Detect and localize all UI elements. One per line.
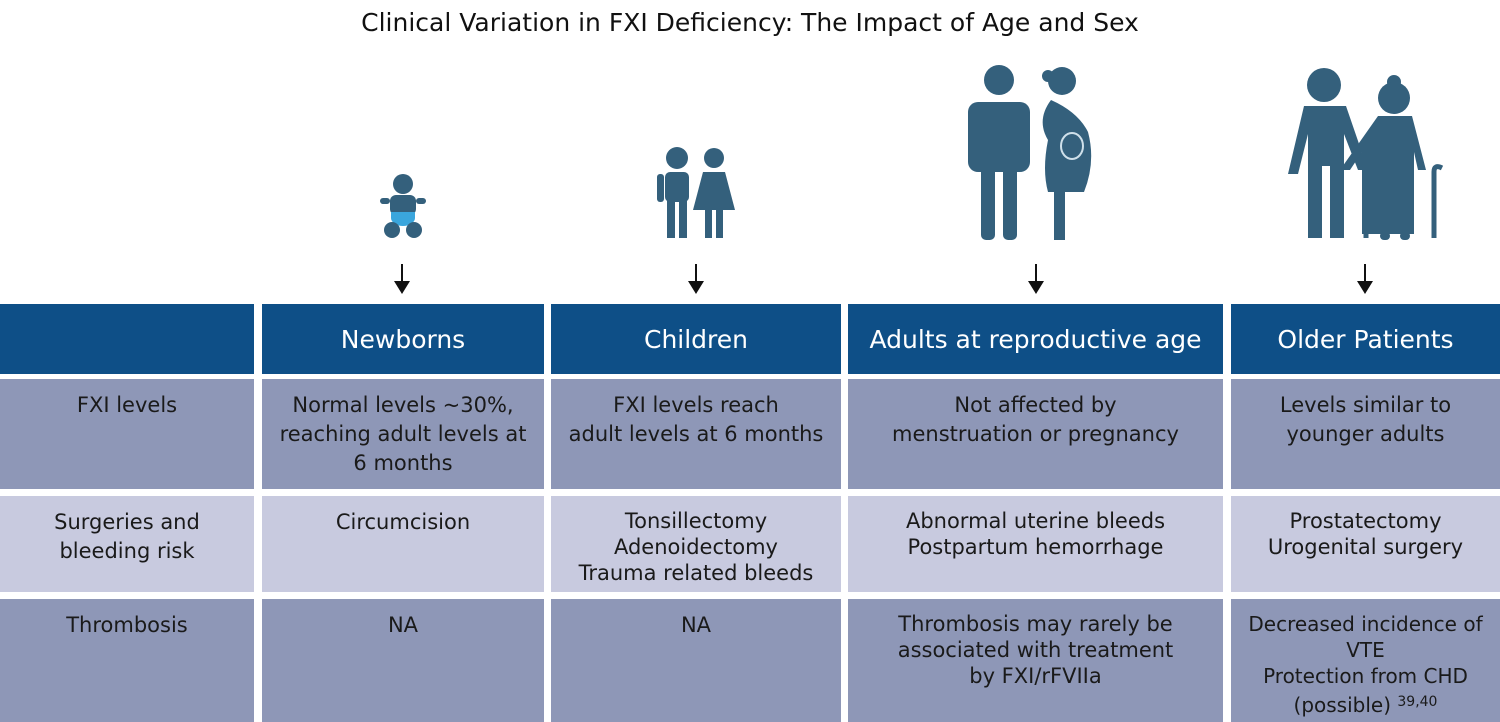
row-label-fxi-levels: FXI levels xyxy=(0,379,254,489)
children-icon xyxy=(657,147,735,238)
row-label-line: bleeding risk xyxy=(59,539,195,563)
arrow-down-icon xyxy=(1357,264,1373,294)
adult-man-pregnant-woman-icon xyxy=(968,65,1092,240)
cell-thrombosis-adults: Thrombosis may rarely be associated with… xyxy=(848,599,1223,722)
cell-line: NA xyxy=(680,613,712,637)
row-label-thrombosis: Thrombosis xyxy=(0,599,254,722)
row-label-line: Surgeries and xyxy=(54,510,200,534)
cell-fxi-adults: Not affected by menstruation or pregnanc… xyxy=(848,379,1223,489)
baby-icon xyxy=(380,174,426,238)
cell-thrombosis-older: Decreased incidence of VTE Protection fr… xyxy=(1231,599,1500,722)
cell-line: 6 months xyxy=(353,451,453,475)
cell-surgery-children: Tonsillectomy Adenoidectomy Trauma relat… xyxy=(551,496,841,592)
cell-line: Levels similar to xyxy=(1279,393,1452,417)
cell-line: VTE xyxy=(1346,638,1385,662)
row-label-text: FXI levels xyxy=(76,393,178,417)
cell-line: by FXI/rFVIIa xyxy=(969,664,1102,688)
cell-line: reaching adult levels at xyxy=(279,422,527,446)
cell-thrombosis-newborns: NA xyxy=(262,599,544,722)
cell-fxi-newborns: Normal levels ~30%, reaching adult level… xyxy=(262,379,544,489)
cell-line: FXI levels reach xyxy=(613,393,779,417)
citation: 39,40 xyxy=(1397,694,1438,710)
cell-line: (possible) 39,40 xyxy=(1231,689,1500,718)
header-newborns: Newborns xyxy=(262,304,544,374)
cell-line: associated with treatment xyxy=(897,638,1174,662)
cell-line: Adenoidectomy xyxy=(613,535,778,559)
cell-line: Normal levels ~30%, xyxy=(292,393,514,417)
header-adults: Adults at reproductive age xyxy=(848,304,1223,374)
cell-line: Urogenital surgery xyxy=(1267,535,1464,559)
cell-line: Not affected by xyxy=(954,393,1117,417)
header-empty xyxy=(0,304,254,374)
elderly-couple-icon xyxy=(1288,68,1444,240)
header-children: Children xyxy=(551,304,841,374)
arrow-down-icon xyxy=(394,264,410,294)
cell-line: younger adults xyxy=(1286,422,1445,446)
cell-thrombosis-children: NA xyxy=(551,599,841,722)
cell-line: Protection from CHD xyxy=(1263,664,1468,688)
cell-surgery-older: Prostatectomy Urogenital surgery xyxy=(1231,496,1500,592)
arrow-down-icon xyxy=(688,264,704,294)
cell-line: Tonsillectomy xyxy=(624,509,768,533)
cell-line: Circumcision xyxy=(335,510,471,534)
header-older: Older Patients xyxy=(1231,304,1500,374)
cell-line: NA xyxy=(387,613,419,637)
arrow-down-icon xyxy=(1028,264,1044,294)
cell-line: Decreased incidence of xyxy=(1248,612,1483,636)
page-title: Clinical Variation in FXI Deficiency: Th… xyxy=(361,8,1139,37)
cell-line: menstruation or pregnancy xyxy=(892,422,1179,446)
cell-fxi-older: Levels similar to younger adults xyxy=(1231,379,1500,489)
cell-surgery-newborns: Circumcision xyxy=(262,496,544,592)
row-label-text: Thrombosis xyxy=(66,613,188,637)
cell-fxi-children: FXI levels reach adult levels at 6 month… xyxy=(551,379,841,489)
cell-line: Prostatectomy xyxy=(1289,509,1442,533)
row-label-surgeries: Surgeries and bleeding risk xyxy=(0,496,254,592)
cell-line: Abnormal uterine bleeds xyxy=(905,509,1166,533)
cell-line: adult levels at 6 months xyxy=(568,422,824,446)
cell-line: Postpartum hemorrhage xyxy=(907,535,1164,559)
cell-text: (possible) xyxy=(1293,693,1392,717)
cell-surgery-adults: Abnormal uterine bleeds Postpartum hemor… xyxy=(848,496,1223,592)
cell-line: Trauma related bleeds xyxy=(578,561,814,585)
cell-line: Thrombosis may rarely be xyxy=(898,612,1173,636)
